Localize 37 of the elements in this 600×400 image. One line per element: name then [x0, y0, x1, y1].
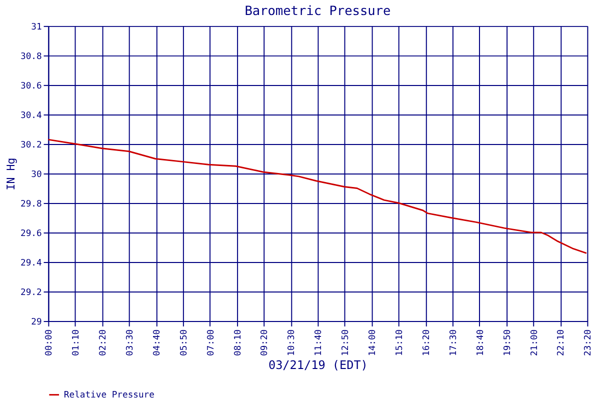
x-tick-label: 14:00: [368, 329, 378, 356]
y-tick-label: 30.2: [20, 140, 42, 150]
x-tick-label: 05:50: [179, 329, 190, 356]
x-tick-label: 16:20: [422, 329, 432, 356]
y-tick-label: 30: [31, 170, 42, 180]
y-tick-label: 29: [31, 317, 42, 328]
x-tick-label: 10:30: [287, 329, 298, 356]
x-tick-label: 01:10: [72, 329, 82, 356]
y-tick-label: 29.4: [20, 258, 42, 268]
x-tick-label: 17:30: [448, 329, 459, 356]
x-tick-label: 03:30: [125, 329, 136, 356]
y-tick-label: 30.8: [20, 52, 42, 62]
line-series: [47, 138, 588, 254]
y-tick-label: 29.8: [20, 199, 42, 210]
x-tick-label: 19:50: [502, 329, 513, 356]
x-tick-label: 23:20: [584, 329, 594, 356]
x-tick-label: 11:40: [314, 329, 324, 356]
y-tick-label: 31: [31, 22, 42, 32]
legend-label: Relative Pressure: [64, 390, 154, 400]
x-tick-label: 07:00: [206, 329, 216, 356]
y-tick-label: 30.4: [20, 110, 42, 121]
x-tick-label: 02:20: [98, 329, 109, 356]
y-tick-label: 30.6: [20, 81, 42, 92]
x-tick-label: 09:20: [260, 329, 270, 356]
x-tick-label: 04:40: [152, 329, 162, 356]
chart-title: Barometric Pressure: [244, 4, 391, 20]
y-tick-label: 29.6: [20, 228, 42, 239]
x-tick-label: 18:40: [476, 329, 486, 356]
x-tick-label: 15:10: [395, 329, 405, 356]
x-tick-label: 00:00: [44, 329, 55, 356]
x-tick-label: 21:00: [530, 329, 540, 356]
x-tick-label: 22:10: [556, 329, 567, 356]
y-axis-title: IN Hg: [4, 158, 18, 190]
x-tick-label: 08:10: [233, 329, 244, 356]
x-axis-title: 03/21/19 (EDT): [268, 358, 368, 372]
x-tick-label: 12:50: [341, 329, 352, 356]
y-tick-label: 29.2: [20, 288, 42, 298]
